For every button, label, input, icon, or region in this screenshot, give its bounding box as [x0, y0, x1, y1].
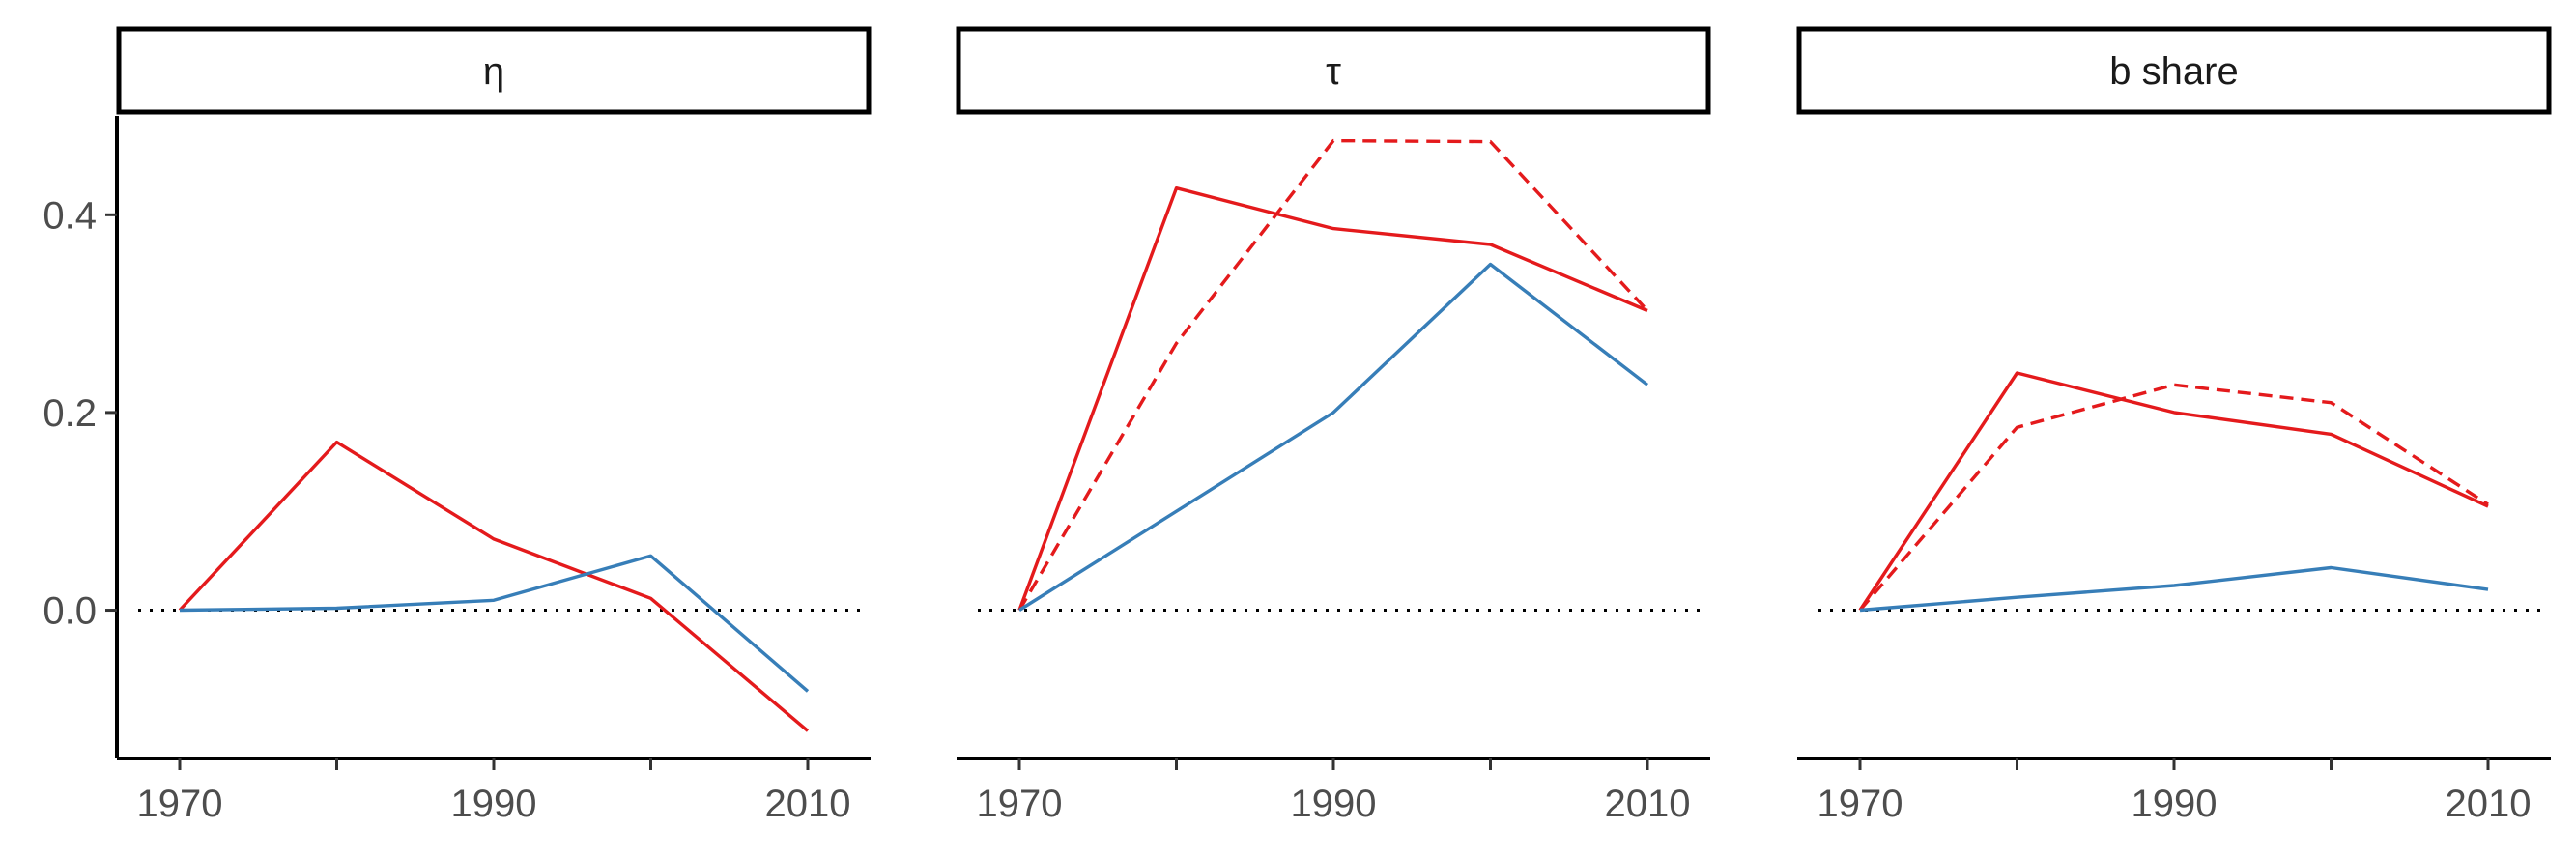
- panel-1: η 1970 1990 2010: [116, 26, 872, 825]
- y-tick-label: 0.2: [43, 392, 97, 435]
- x-tick-label: 2010: [2446, 783, 2532, 825]
- facet-strip-label: τ: [1326, 50, 1341, 93]
- x-tick-label: 1990: [2132, 783, 2218, 825]
- x-tick-label: 1970: [977, 783, 1063, 825]
- panels-layer: η 1970 1990 2010 τ 1970 1990 2010 b share 1970 199…: [116, 26, 2552, 825]
- series-line-red: [178, 440, 810, 732]
- series-line-red-dashed: [1017, 138, 1649, 612]
- facet-strip-label: b share: [2109, 50, 2238, 93]
- series-line-blue: [179, 554, 810, 693]
- x-tick-label: 2010: [1605, 783, 1691, 825]
- series-line-blue: [1859, 565, 2489, 613]
- panel-3: b share 1970 1990 2010: [1796, 26, 2552, 825]
- panel-2: τ 1970 1990 2010: [956, 26, 1711, 825]
- y-tick-label: 0.0: [43, 590, 97, 633]
- x-tick-label: 1990: [1291, 783, 1377, 825]
- facet-strip-label: η: [483, 50, 504, 93]
- x-tick-label: 1970: [137, 783, 223, 825]
- y-tick-label: 0.4: [43, 194, 97, 237]
- series-line-red: [1017, 186, 1648, 612]
- x-tick-label: 1970: [1818, 783, 1903, 825]
- facet-strip: [956, 26, 1711, 115]
- x-tick-label: 1990: [451, 783, 537, 825]
- x-tick-label: 2010: [765, 783, 851, 825]
- facet-strip: [116, 26, 872, 115]
- series-line-red: [1858, 371, 2489, 612]
- facet-strip: [1796, 26, 2552, 115]
- y-axis: 0.0 0.2 0.4: [43, 116, 119, 758]
- series-line-red-dashed: [1858, 383, 2489, 612]
- series-line-blue: [1018, 262, 1649, 612]
